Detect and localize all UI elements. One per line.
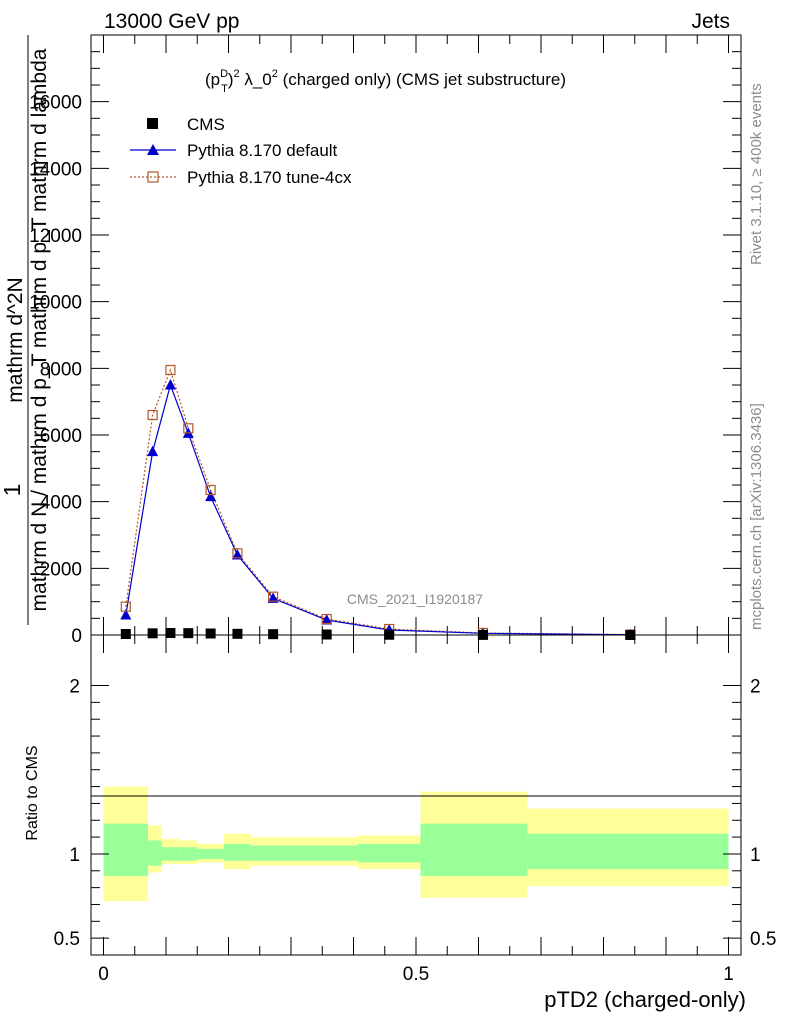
marker-tune-4cx [205,484,216,496]
ratio-panel: 0.5 0.5 1 1 2 2 0 0.5 1 [54,634,776,985]
marker-tune-4cx [232,548,243,559]
ratio-band-inner [148,840,162,866]
main-y-tick-label: 10000 [29,293,82,314]
chart-title: (pD T)2 λ_02 (charged only) (CMS jet subs… [205,68,566,95]
y-label-numerator: mathrm d^2N [4,277,27,402]
marker-default [321,614,333,625]
marker-default [267,592,279,603]
marker-cms [183,628,194,639]
main-y-tick-label: 2000 [40,559,82,580]
main-y-tick-label: 6000 [40,426,82,447]
header-right-text: Jets [691,10,730,33]
main-y-tick-label: 12000 [29,226,82,247]
legend-label-default: Pythia 8.170 default [187,141,338,160]
main-y-tick-label: 4000 [40,493,82,514]
x-tick-label: 1 [723,964,734,985]
ratio-y-axis-label: Ratio to CMS [24,745,41,840]
ratio-y-tick-label-right: 0.5 [750,929,776,950]
ratio-band-inner [161,847,180,861]
marker-cms [205,628,216,639]
marker-default [164,379,176,390]
marker-default [231,549,243,560]
ratio-y-tick-label: 2 [69,677,80,698]
legend-marker-tune [147,171,159,183]
legend-label-cms: CMS [187,115,225,134]
ratio-band-inner [103,823,149,876]
main-y-tick-label: 14000 [29,159,82,180]
main-y-tick-label: 16000 [29,93,82,114]
main-y-tick-label: 8000 [40,359,82,380]
main-panel: 0 2000 4000 6000 8000 10000 12000 14000 16000 [29,34,742,647]
ratio-y-tick-label: 0.5 [54,929,80,950]
ratio-frame [90,634,742,956]
marker-cms [268,629,279,640]
analysis-watermark: CMS_2021_I1920187 [347,591,483,607]
ratio-band-inner [295,845,358,861]
ratio-band-inner [224,843,251,861]
ratio-y-tick-label: 1 [69,845,80,866]
ratio-band-inner [197,848,225,859]
ratio-y-tick-label-right: 2 [750,677,761,698]
marker-default [205,490,217,502]
marker-tune-4cx [165,364,176,376]
marker-cms [165,628,176,638]
ratio-band-inner [179,847,198,861]
ratio-band-inner [527,833,729,870]
y-label-one: 1 [0,484,25,497]
x-tick-label: 0.5 [403,964,429,985]
ratio-band-inner [250,845,296,861]
ratio-band-inner [420,823,528,876]
legend: CMS Pythia 8.170 default Pythia 8.170 tu… [130,115,352,187]
marker-cms [232,628,243,639]
marker-default [147,445,159,457]
ratio-y-tick-label-right: 1 [750,845,761,866]
marker-tune-4cx [268,591,279,602]
marker-tune-4cx [147,409,158,421]
marker-tune-4cx [183,423,194,434]
header-left-text: 13000 GeV pp [104,10,239,33]
x-axis-label: pTD2 (charged-only) [544,987,746,1012]
ratio-band-inner [357,843,421,863]
marker-cms [120,629,131,639]
marker-tune-4cx [321,613,332,625]
marker-default [120,609,132,620]
legend-marker-cms [147,118,158,129]
marker-tune-4cx [120,601,131,612]
mcplots-info-text: mcplots.cern.ch [arXiv:1306.3436] [748,403,765,630]
legend-label-tune: Pythia 8.170 tune-4cx [187,168,352,187]
marker-cms [147,628,158,639]
main-y-axis-label: mathrm d^2N 1 mathrm d N / mathrm d p_T … [0,35,51,625]
x-tick-label: 0 [98,964,109,985]
main-y-tick-label: 0 [71,626,82,647]
rivet-info-text: Rivet 3.1.10, ≥ 400k events [748,83,765,265]
y-label-denominator: mathrm d N / mathrm d p_T mathrm d p_T m… [28,48,51,611]
legend-marker-default [147,144,159,155]
